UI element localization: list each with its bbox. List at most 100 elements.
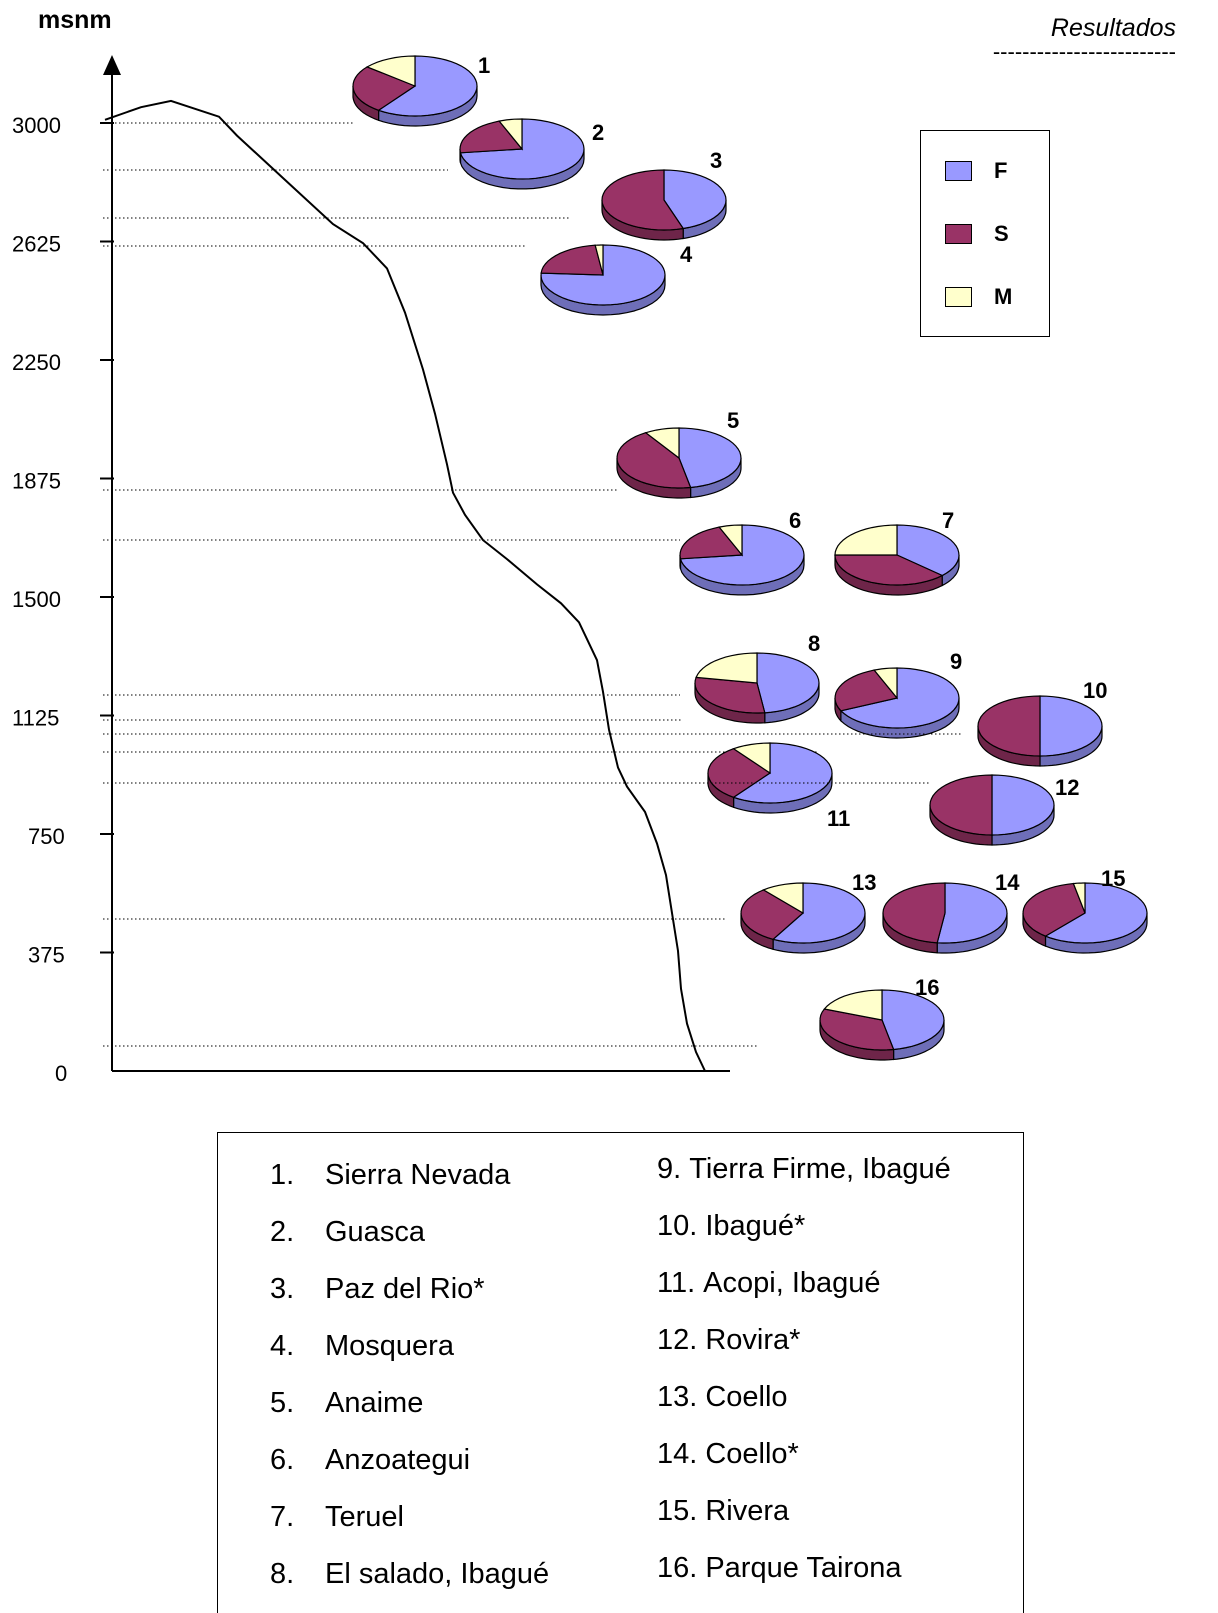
legend-item-f: F xyxy=(945,156,1007,186)
pie-slice-s xyxy=(459,120,524,154)
y-axis-title: msnm xyxy=(38,6,112,34)
pie-slice-s xyxy=(929,774,993,836)
pie-slice-s xyxy=(977,695,1041,757)
pie-label-9: 9 xyxy=(950,649,962,674)
pie-label-1: 1 xyxy=(478,53,490,78)
legend-swatch-f xyxy=(945,161,972,181)
site-key-number: 1. xyxy=(270,1159,295,1191)
site-key-name: Anzoategui xyxy=(325,1444,471,1476)
site-key-item: 3. Paz del Rio* xyxy=(270,1261,549,1318)
pie-slice-f xyxy=(756,652,820,714)
site-key-item: 6. Anzoategui xyxy=(270,1432,549,1489)
pie-slice-f xyxy=(1039,695,1103,757)
site-key-number: 11. xyxy=(657,1267,696,1299)
pie-slice-s xyxy=(882,882,946,944)
page-header: Resultados ------------------------- xyxy=(992,14,1176,64)
pie-label-3: 3 xyxy=(710,148,722,173)
pie-site-14 xyxy=(882,882,1008,954)
pie-slice-f xyxy=(678,427,742,489)
pie-slice-m xyxy=(695,652,758,684)
pie-slice-m xyxy=(718,524,743,557)
pie-slice-m xyxy=(644,427,680,460)
site-key-number: 9. xyxy=(657,1153,682,1185)
legend-swatch-s xyxy=(945,224,972,244)
legend-item-m: M xyxy=(945,282,1012,312)
altitude-profile-line xyxy=(104,99,706,1072)
pie-site-4 xyxy=(540,244,666,316)
site-key-number: 10. xyxy=(657,1210,698,1242)
pie-slice-f xyxy=(732,742,833,804)
site-key: 1. Sierra Nevada 2. Guasca 3. Paz del Rio* … xyxy=(217,1132,1024,1613)
site-key-number: 12. xyxy=(657,1324,698,1356)
site-key-name: Tierra Firme, Ibagué xyxy=(689,1153,951,1185)
pie-label-15: 15 xyxy=(1101,866,1125,891)
site-key-name: Anaime xyxy=(325,1387,424,1419)
pie-site-1 xyxy=(352,55,478,127)
pie-label-16: 16 xyxy=(915,975,939,1000)
site-key-number: 6. xyxy=(270,1444,295,1476)
pie-label-4: 4 xyxy=(680,242,693,267)
y-tick-label: 2250 xyxy=(12,350,61,375)
pie-label-11: 11 xyxy=(827,806,850,831)
pie-slice-s xyxy=(834,554,944,586)
site-key-number: 5. xyxy=(270,1387,295,1419)
pie-slice-s xyxy=(694,676,766,714)
pie-slice-f xyxy=(991,774,1055,836)
pie-slice-f xyxy=(377,55,478,117)
pie-slice-m xyxy=(1072,882,1086,914)
pie-slice-s xyxy=(707,748,772,798)
pie-label-6: 6 xyxy=(789,508,801,533)
site-key-item: 1. Sierra Nevada xyxy=(270,1147,549,1204)
site-key-number: 13. xyxy=(657,1381,698,1413)
y-tick-label: 750 xyxy=(28,824,65,849)
pie-label-13: 13 xyxy=(852,870,876,895)
pie-slice-f xyxy=(771,882,866,944)
site-key-number: 4. xyxy=(270,1330,295,1362)
pie-slice-f xyxy=(936,882,1008,944)
site-key-item: 14. Coello* xyxy=(657,1426,951,1483)
pie-site-6 xyxy=(679,524,805,596)
pie-site-3 xyxy=(601,169,727,241)
pie-site-2 xyxy=(459,118,585,190)
site-key-column-1: 1. Sierra Nevada 2. Guasca 3. Paz del Rio* … xyxy=(270,1147,549,1603)
chart-legend: F S M xyxy=(920,130,1050,337)
pie-slice-f xyxy=(881,989,945,1051)
site-key-number: 7. xyxy=(270,1501,295,1533)
pie-slice-m xyxy=(732,742,771,775)
header-rule: ------------------------- xyxy=(992,39,1176,64)
site-key-name: Acopi, Ibagué xyxy=(703,1267,881,1299)
site-key-number: 3. xyxy=(270,1273,295,1305)
pie-site-8 xyxy=(694,652,820,724)
pie-site-16 xyxy=(819,989,945,1061)
pie-slice-s xyxy=(834,669,899,712)
pie-site-10 xyxy=(977,695,1103,767)
pie-slice-s xyxy=(352,66,417,111)
pie-label-12: 12 xyxy=(1055,775,1079,800)
pie-site-11 xyxy=(707,742,833,814)
site-key-item: 9. Tierra Firme, Ibagué xyxy=(657,1141,951,1198)
site-key-name: Sierra Nevada xyxy=(325,1159,511,1191)
legend-label-m: M xyxy=(994,284,1013,309)
site-key-name: Rovira* xyxy=(705,1324,801,1356)
site-key-name: Teruel xyxy=(325,1501,404,1533)
y-tick-label: 1875 xyxy=(12,469,61,494)
site-key-number: 16. xyxy=(657,1552,698,1584)
site-key-name: Coello xyxy=(705,1381,788,1413)
pie-label-5: 5 xyxy=(727,408,739,433)
site-key-number: 2. xyxy=(270,1216,295,1248)
y-tick-label: 0 xyxy=(55,1061,67,1086)
site-key-item: 2. Guasca xyxy=(270,1204,549,1261)
pie-slice-m xyxy=(823,989,883,1021)
page-title: Resultados xyxy=(1050,14,1176,42)
pie-site-13 xyxy=(740,882,866,954)
site-key-item: 12. Rovira* xyxy=(657,1312,951,1369)
site-key-name: El salado, Ibagué xyxy=(325,1558,550,1590)
site-key-item: 13. Coello xyxy=(657,1369,951,1426)
pie-slice-s xyxy=(540,244,604,276)
site-key-item: 10. Ibagué* xyxy=(657,1198,951,1255)
pie-label-14: 14 xyxy=(995,870,1020,895)
site-key-item: 4. Mosquera xyxy=(270,1318,549,1375)
pie-label-10: 10 xyxy=(1083,678,1107,703)
y-axis-arrow-icon xyxy=(103,55,121,75)
site-key-name: Rivera xyxy=(705,1495,790,1527)
